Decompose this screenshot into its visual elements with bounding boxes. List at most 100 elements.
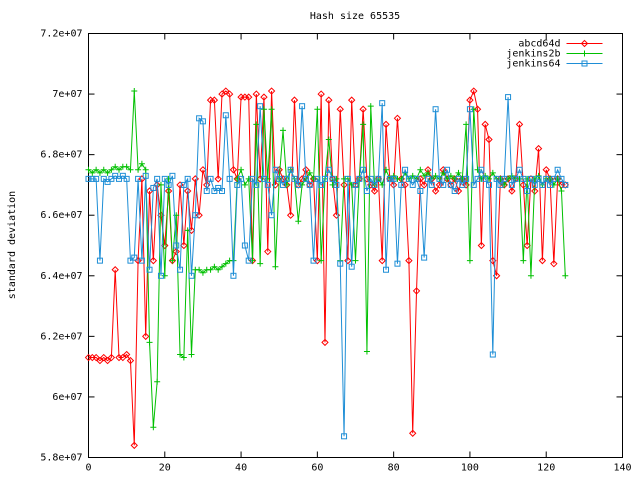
marker-plus bbox=[142, 166, 149, 173]
point bbox=[264, 181, 271, 188]
point bbox=[219, 187, 225, 194]
point bbox=[310, 175, 317, 182]
marker-plus bbox=[329, 181, 336, 188]
point bbox=[131, 88, 138, 95]
marker-diamond bbox=[168, 256, 177, 265]
marker-plus bbox=[165, 175, 172, 182]
point bbox=[96, 169, 103, 176]
point bbox=[535, 175, 542, 182]
marker-square bbox=[85, 175, 92, 182]
marker-diamond bbox=[222, 87, 230, 95]
marker-plus bbox=[421, 172, 428, 179]
marker-square bbox=[123, 175, 130, 182]
point bbox=[367, 103, 374, 110]
point bbox=[222, 260, 229, 267]
marker-square bbox=[501, 175, 508, 182]
marker-plus bbox=[241, 181, 248, 188]
point bbox=[314, 175, 321, 182]
point bbox=[107, 353, 116, 362]
y-tick-label: 7.2e+07 bbox=[40, 29, 82, 40]
marker-square bbox=[539, 181, 546, 188]
point bbox=[248, 256, 257, 265]
marker-diamond bbox=[378, 256, 386, 265]
point bbox=[459, 181, 466, 188]
marker-square bbox=[531, 181, 538, 188]
marker-diamond bbox=[199, 166, 207, 174]
point bbox=[352, 181, 359, 188]
point bbox=[531, 187, 539, 195]
point bbox=[360, 166, 367, 173]
x-tick-label: 120 bbox=[537, 463, 555, 474]
point bbox=[359, 105, 367, 113]
marker-plus bbox=[516, 175, 523, 182]
marker-plus bbox=[520, 257, 527, 264]
marker-square bbox=[550, 175, 557, 182]
point bbox=[164, 187, 173, 195]
point bbox=[333, 181, 340, 188]
marker-square bbox=[150, 184, 157, 191]
point bbox=[241, 181, 248, 188]
point bbox=[542, 166, 550, 174]
point bbox=[515, 120, 524, 129]
marker-square bbox=[199, 118, 206, 125]
marker-square bbox=[203, 187, 210, 194]
point bbox=[135, 166, 142, 173]
point bbox=[165, 181, 172, 188]
marker-diamond bbox=[260, 93, 268, 101]
marker-square bbox=[234, 181, 241, 188]
marker-plus bbox=[531, 175, 538, 182]
marker-diamond bbox=[100, 353, 108, 362]
marker-square bbox=[463, 175, 470, 182]
point bbox=[85, 175, 92, 182]
point bbox=[527, 272, 534, 279]
marker-diamond bbox=[283, 181, 291, 189]
marker-diamond bbox=[279, 175, 287, 183]
marker-diamond bbox=[183, 187, 192, 195]
marker-square bbox=[516, 166, 523, 173]
legend-marker bbox=[581, 50, 588, 57]
point bbox=[123, 175, 130, 182]
marker-square bbox=[306, 181, 313, 188]
point bbox=[341, 433, 348, 440]
marker-square bbox=[211, 187, 218, 194]
point bbox=[550, 181, 557, 188]
marker-plus bbox=[230, 257, 237, 264]
point bbox=[150, 424, 157, 431]
marker-diamond bbox=[161, 241, 169, 250]
point bbox=[272, 263, 279, 270]
marker-square bbox=[280, 181, 287, 188]
point bbox=[440, 181, 447, 188]
marker-plus bbox=[432, 172, 439, 179]
marker-plus bbox=[131, 88, 138, 95]
point bbox=[192, 212, 199, 219]
point bbox=[412, 287, 421, 295]
point bbox=[130, 441, 138, 450]
marker-plus bbox=[451, 175, 458, 182]
marker-plus bbox=[108, 166, 115, 173]
point bbox=[512, 175, 519, 182]
marker-square bbox=[394, 260, 401, 267]
point bbox=[260, 106, 267, 113]
point bbox=[523, 241, 531, 250]
point bbox=[478, 175, 485, 182]
marker-square bbox=[512, 175, 519, 182]
marker-square bbox=[283, 175, 290, 182]
point bbox=[283, 181, 291, 189]
point bbox=[473, 105, 482, 113]
point bbox=[169, 257, 176, 264]
point bbox=[104, 178, 111, 185]
point bbox=[299, 103, 306, 110]
point bbox=[508, 181, 515, 188]
marker-diamond bbox=[126, 356, 135, 365]
point bbox=[199, 166, 207, 174]
marker-plus bbox=[268, 106, 275, 113]
marker-square bbox=[173, 242, 180, 249]
point bbox=[122, 350, 131, 359]
point bbox=[280, 181, 287, 188]
marker-diamond bbox=[435, 181, 444, 189]
plot-frame bbox=[88, 33, 623, 458]
point bbox=[100, 175, 107, 182]
marker-square bbox=[543, 175, 550, 182]
point bbox=[421, 254, 428, 261]
point bbox=[127, 257, 134, 264]
